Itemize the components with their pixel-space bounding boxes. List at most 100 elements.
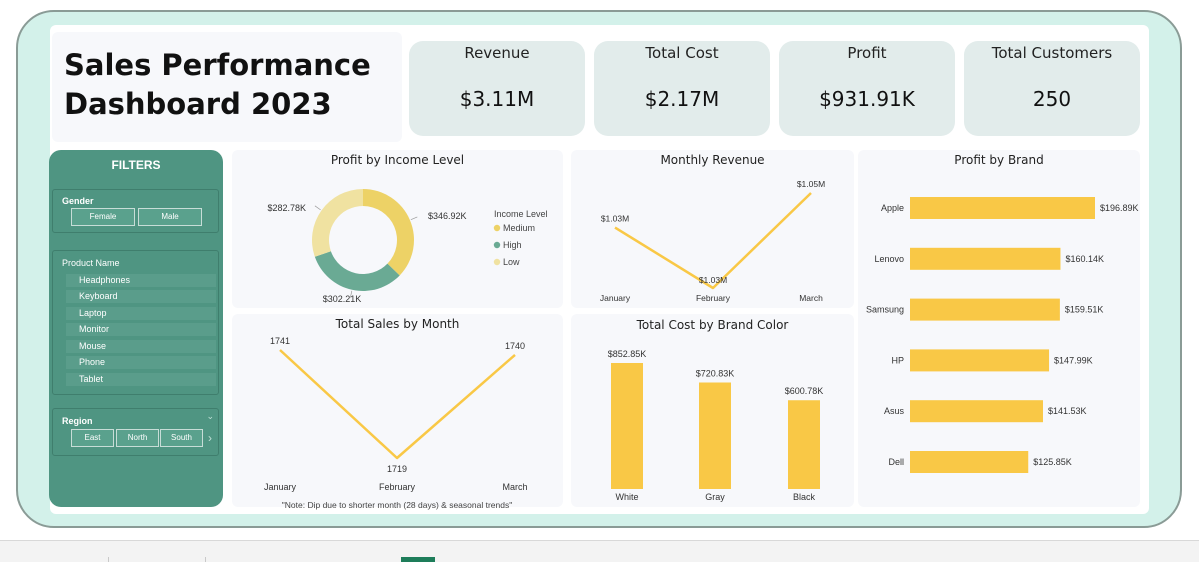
chart-title: Profit by Income Level <box>330 153 465 167</box>
kpi-label: Total Cost <box>645 44 719 62</box>
x-tick-label: February <box>379 482 416 492</box>
x-tick-label: White <box>615 492 638 502</box>
chevron-down-icon[interactable]: ⌄ <box>206 411 214 421</box>
data-label: $1.05M <box>797 179 825 189</box>
kpi-value: 250 <box>1032 87 1072 111</box>
leader-line <box>314 205 321 211</box>
gender-slicer-title: Gender <box>62 196 94 206</box>
x-tick-label: January <box>264 482 297 492</box>
kpi-card-revenue[interactable]: Revenue $3.11M <box>409 41 585 136</box>
data-label: $125.85K <box>1033 457 1072 467</box>
data-label: $147.99K <box>1054 355 1093 365</box>
region-option-east[interactable]: East <box>71 429 114 447</box>
data-label: $1.03M <box>699 275 727 285</box>
page-title: Sales Performance Dashboard 2023 <box>64 48 371 121</box>
product-option-monitor[interactable]: Monitor <box>66 323 216 336</box>
chevron-right-icon[interactable]: › <box>208 431 212 445</box>
bar-dell <box>910 451 1029 473</box>
legend-title: Income Level <box>494 209 548 219</box>
legend-entry: Low <box>503 257 520 267</box>
bar-gray <box>699 382 731 489</box>
page-tab-bar <box>0 540 1199 562</box>
data-label: $196.89K <box>1100 203 1139 213</box>
data-label: $720.83K <box>696 369 735 379</box>
donut-chart: $346.92K $302.21K $282.78K Income Level Medi… <box>267 189 548 304</box>
tab-separator <box>108 557 109 562</box>
product-option-mouse[interactable]: Mouse <box>66 340 216 353</box>
kpi-label: Profit <box>847 44 887 62</box>
x-tick-label: March <box>502 482 527 492</box>
legend-marker <box>493 258 501 266</box>
donut-slice-medium <box>363 189 414 276</box>
y-tick-label: Asus <box>884 406 905 416</box>
data-label: $282.78K <box>267 203 306 213</box>
y-tick-label: Samsung <box>866 305 904 315</box>
kpi-card-profit[interactable]: Profit $931.91K <box>779 41 955 136</box>
x-tick-label: January <box>600 293 631 303</box>
panel-profit-by-income[interactable]: Profit by Income Level $346.92K $302.21K $… <box>232 150 563 308</box>
chart-title: Profit by Brand <box>954 153 1044 167</box>
x-tick-label: Gray <box>705 492 725 502</box>
kpi-value: $931.91K <box>819 87 915 111</box>
legend-marker <box>493 224 501 232</box>
kpi-label: Revenue <box>464 44 530 62</box>
series-line <box>279 349 516 460</box>
total-sales-line-chart: 1741 January 1719 February 1740 March <box>264 336 528 492</box>
product-option-headphones[interactable]: Headphones <box>66 274 216 287</box>
bar-lenovo <box>910 247 1061 270</box>
region-slicer: Region ⌄ East North South › <box>52 408 219 456</box>
gender-slicer: Gender Female Male <box>52 189 219 233</box>
data-label: 1719 <box>387 464 407 474</box>
donut-slice-high <box>314 251 400 291</box>
product-slicer-title: Product Name <box>62 258 120 268</box>
title-card <box>52 32 402 142</box>
leader-line <box>410 216 418 221</box>
product-option-phone[interactable]: Phone <box>66 356 216 369</box>
x-tick-label: March <box>799 293 823 303</box>
kpi-card-total-cost[interactable]: Total Cost $2.17M <box>594 41 770 136</box>
y-tick-label: Apple <box>881 203 904 213</box>
kpi-card-total-customers[interactable]: Total Customers 250 <box>964 41 1140 136</box>
total-cost-bar-chart: $852.85K White $720.83K Gray $600.78K Black <box>608 349 824 502</box>
data-label: 1741 <box>270 336 290 346</box>
gender-option-female[interactable]: Female <box>71 208 135 226</box>
y-tick-label: Lenovo <box>874 254 904 264</box>
series-line <box>614 192 812 290</box>
chart-title: Monthly Revenue <box>660 153 765 167</box>
y-tick-label: HP <box>891 355 904 365</box>
x-tick-label: Black <box>793 492 816 502</box>
data-label: $141.53K <box>1048 406 1087 416</box>
product-option-tablet[interactable]: Tablet <box>66 373 216 386</box>
filters-pane: FILTERS Gender Female Male Product Name … <box>49 150 223 507</box>
kpi-label: Total Customers <box>991 44 1113 62</box>
product-option-laptop[interactable]: Laptop <box>66 307 216 320</box>
panel-monthly-revenue[interactable]: Monthly Revenue $1.03M January $1.03M Febru… <box>571 150 854 308</box>
kpi-value: $3.11M <box>459 87 535 111</box>
bar-apple <box>910 197 1095 219</box>
panel-total-cost-by-color[interactable]: Total Cost by Brand Color $852.85K White $… <box>571 314 854 507</box>
chart-note: "Note: Dip due to shorter month (28 days… <box>281 500 513 510</box>
product-option-keyboard[interactable]: Keyboard <box>66 290 216 303</box>
bar-hp <box>910 349 1050 372</box>
bar-white <box>611 363 643 489</box>
chart-title: Total Sales by Month <box>335 317 460 331</box>
data-label: $346.92K <box>428 211 467 221</box>
gender-option-male[interactable]: Male <box>138 208 202 226</box>
data-label: $160.14K <box>1065 254 1104 264</box>
region-slicer-title: Region <box>62 416 93 426</box>
panel-total-sales-by-month[interactable]: Total Sales by Month 1741 January 1719 Febr… <box>232 314 563 507</box>
kpi-value: $2.17M <box>644 87 720 111</box>
data-label: 1740 <box>505 341 525 351</box>
bar-asus <box>910 400 1043 423</box>
tab-separator <box>205 557 206 562</box>
bar-black <box>788 400 820 489</box>
panel-profit-by-brand[interactable]: Profit by Brand Apple $196.89K Lenovo $160.… <box>858 150 1140 507</box>
region-option-north[interactable]: North <box>116 429 159 447</box>
data-label: $302.21K <box>323 294 362 304</box>
bar-samsung <box>910 298 1060 321</box>
active-page-tab[interactable] <box>401 557 435 562</box>
chart-title: Total Cost by Brand Color <box>636 318 789 332</box>
region-option-south[interactable]: South <box>160 429 203 447</box>
data-label: $852.85K <box>608 349 647 359</box>
donut-slice-low <box>312 189 363 257</box>
